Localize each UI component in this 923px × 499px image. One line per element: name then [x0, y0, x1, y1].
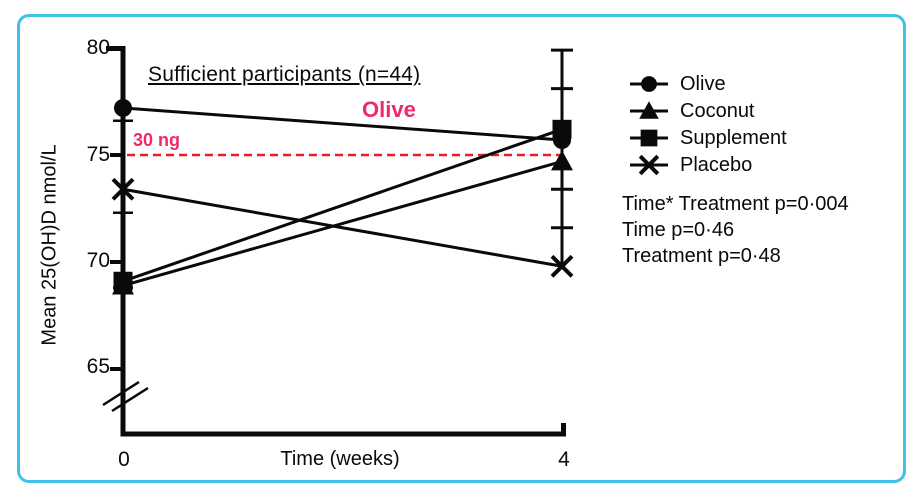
legend-marker-x [638, 154, 660, 176]
y-tick-label-65: 65 [86, 355, 110, 378]
legend-item-placebo: Placebo [627, 152, 787, 178]
y-axis-break-slash [102, 380, 140, 407]
y-tick-label-80: 80 [86, 36, 110, 59]
marker-olive-week0 [114, 98, 132, 117]
square-marker-icon [630, 129, 668, 147]
stats-annotation: Time* Treatment p=0·004 Time p=0·46 Trea… [622, 191, 849, 269]
series-line-placebo [122, 187, 563, 268]
stats-line-time: Time p=0·46 [622, 219, 735, 241]
legend-marker-square [640, 129, 658, 147]
x-tick-label-4: 4 [558, 448, 570, 471]
legend: Olive Coconut Supplement Placebo [627, 71, 787, 179]
legend-marker-circle [641, 76, 657, 92]
marker-placebo-week0 [111, 177, 135, 201]
marker-placebo-week4 [550, 254, 574, 278]
threshold-label: 30 ng [133, 130, 181, 150]
y-axis-break-slash [111, 386, 149, 413]
x-marker-icon [630, 154, 668, 176]
legend-marker-triangle [639, 101, 659, 119]
legend-item-olive: Olive [627, 71, 787, 97]
series-line-coconut [122, 159, 563, 287]
circle-marker-icon [630, 76, 668, 92]
figure-border [17, 14, 906, 483]
x-axis-title: Time (weeks) [280, 448, 400, 470]
legend-label: Coconut [680, 99, 755, 122]
legend-item-coconut: Coconut [627, 98, 787, 124]
legend-label: Olive [680, 72, 726, 95]
y-tick-label-70: 70 [86, 249, 110, 272]
marker-coconut-week4 [551, 150, 573, 171]
series-line-supplement [122, 127, 563, 283]
marker-supplement-week4 [552, 119, 572, 139]
y-tick-label-75: 75 [86, 143, 110, 166]
y-axis-title: Mean 25(OH)D nmol/L [38, 144, 61, 346]
olive-line-annotation: Olive [362, 97, 416, 122]
legend-label: Supplement [680, 126, 787, 149]
series-line-olive [122, 106, 563, 142]
triangle-marker-icon [630, 101, 668, 119]
legend-label: Placebo [680, 153, 753, 176]
chart-title: Sufficient participants (n=44) [148, 63, 421, 86]
marker-supplement-week0 [113, 271, 133, 291]
stats-line-interaction: Time* Treatment p=0·004 [622, 193, 849, 215]
x-tick-label-0: 0 [118, 448, 130, 471]
stats-line-treatment: Treatment p=0·48 [622, 245, 781, 267]
legend-item-supplement: Supplement [627, 125, 787, 151]
